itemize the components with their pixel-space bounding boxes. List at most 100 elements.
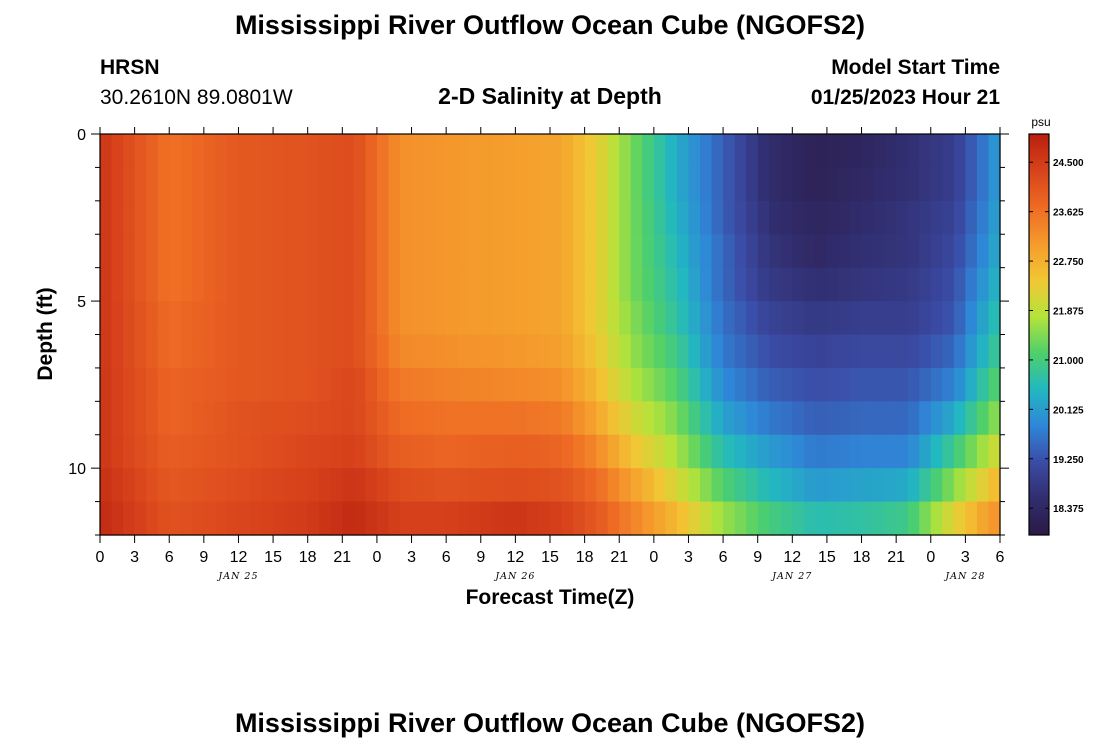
- heatmap-cell: [873, 267, 886, 302]
- heatmap-cell: [596, 367, 609, 402]
- heatmap-cell: [238, 200, 251, 235]
- heatmap-cell: [250, 501, 263, 536]
- heatmap-cell: [376, 301, 390, 336]
- heatmap-cell: [573, 301, 586, 336]
- heatmap-cell: [676, 468, 690, 503]
- heatmap-cell: [400, 468, 413, 503]
- heatmap-cell: [423, 267, 436, 302]
- heatmap-cell: [838, 200, 851, 235]
- heatmap-cell: [919, 401, 932, 436]
- heatmap-cell: [111, 234, 124, 269]
- heatmap-cell: [226, 501, 240, 536]
- heatmap-cell: [434, 501, 447, 536]
- heatmap-cell: [919, 501, 932, 536]
- heatmap-cell: [803, 167, 816, 202]
- heatmap-cell: [342, 267, 355, 302]
- heatmap-cell: [838, 334, 851, 369]
- heatmap-cell: [780, 401, 793, 436]
- heatmap-cell: [988, 301, 1001, 336]
- heatmap-cell: [988, 134, 1001, 169]
- heatmap-cell: [526, 200, 540, 235]
- heatmap-cell: [757, 234, 770, 269]
- heatmap-cell: [873, 468, 886, 503]
- heatmap-cell: [215, 200, 228, 235]
- x-tick-label: 9: [199, 549, 208, 566]
- heatmap-cell: [688, 200, 701, 235]
- heatmap-cell: [319, 134, 332, 169]
- heatmap-cell: [273, 401, 286, 436]
- heatmap-cell: [261, 301, 274, 336]
- heatmap-cell: [826, 200, 840, 235]
- heatmap-cell: [584, 468, 597, 503]
- heatmap-cell: [723, 301, 736, 336]
- x-axis-label: Forecast Time(Z): [466, 586, 635, 609]
- heatmap-cell: [100, 401, 113, 436]
- heatmap-cell: [365, 401, 378, 436]
- heatmap-cell: [388, 200, 401, 235]
- heatmap-cell: [226, 334, 240, 369]
- heatmap-cell: [711, 434, 724, 469]
- heatmap-cell: [111, 401, 124, 436]
- heatmap-cell: [965, 434, 978, 469]
- heatmap-cell: [423, 334, 436, 369]
- heatmap-cell: [734, 401, 747, 436]
- heatmap-cell: [492, 401, 505, 436]
- heatmap-cell: [330, 234, 343, 269]
- heatmap-cell: [688, 367, 701, 402]
- heatmap-cell: [492, 367, 505, 402]
- heatmap-cell: [838, 301, 851, 336]
- heatmap-cell: [261, 267, 274, 302]
- heatmap-cell: [550, 301, 563, 336]
- heatmap-cell: [711, 367, 724, 402]
- heatmap-cell: [884, 434, 897, 469]
- heatmap-cell: [653, 468, 666, 503]
- heatmap-cell: [584, 501, 597, 536]
- heatmap-cell: [226, 468, 240, 503]
- heatmap-cell: [296, 468, 309, 503]
- heatmap-cell: [665, 401, 678, 436]
- heatmap-cell: [261, 434, 274, 469]
- heatmap-cell: [146, 134, 159, 169]
- heatmap-cell: [146, 434, 159, 469]
- heatmap-cell: [550, 234, 563, 269]
- heatmap-cell: [584, 200, 597, 235]
- heatmap-cell: [515, 301, 528, 336]
- heatmap-cell: [538, 501, 551, 536]
- heatmap-cell: [653, 167, 666, 202]
- y-tick-label: 10: [68, 461, 86, 478]
- heatmap-cell: [607, 434, 620, 469]
- heatmap-cell: [180, 434, 193, 469]
- heatmap-cell: [723, 367, 736, 402]
- colorbar-gradient: [1028, 133, 1050, 536]
- heatmap-cell: [953, 501, 966, 536]
- heatmap-cell: [930, 334, 943, 369]
- heatmap-cell: [573, 401, 586, 436]
- heatmap-cell: [630, 468, 643, 503]
- heatmap-cell: [884, 468, 897, 503]
- heatmap-cell: [711, 501, 724, 536]
- heatmap-cell: [342, 134, 355, 169]
- heatmap-cell: [919, 367, 932, 402]
- heatmap-cell: [180, 367, 193, 402]
- heatmap-cell: [492, 501, 505, 536]
- y-tick-label: 5: [77, 294, 86, 311]
- heatmap-cell: [192, 267, 205, 302]
- heatmap-cell: [273, 334, 286, 369]
- heatmap-cell: [307, 401, 320, 436]
- heatmap-cell: [942, 200, 955, 235]
- heatmap-cell: [942, 234, 955, 269]
- heatmap-cell: [953, 401, 966, 436]
- heatmap-cell: [538, 267, 551, 302]
- x-tick-label: 0: [926, 549, 935, 566]
- heatmap-cell: [607, 301, 620, 336]
- heatmap-cell: [400, 334, 413, 369]
- heatmap-cell: [538, 367, 551, 402]
- heatmap-cell: [111, 167, 124, 202]
- heatmap-cell: [215, 501, 228, 536]
- heatmap-cell: [561, 167, 574, 202]
- heatmap-cell: [642, 134, 655, 169]
- heatmap-cell: [700, 234, 713, 269]
- heatmap-cell: [815, 334, 828, 369]
- heatmap-cell: [353, 501, 366, 536]
- heatmap-cell: [976, 434, 990, 469]
